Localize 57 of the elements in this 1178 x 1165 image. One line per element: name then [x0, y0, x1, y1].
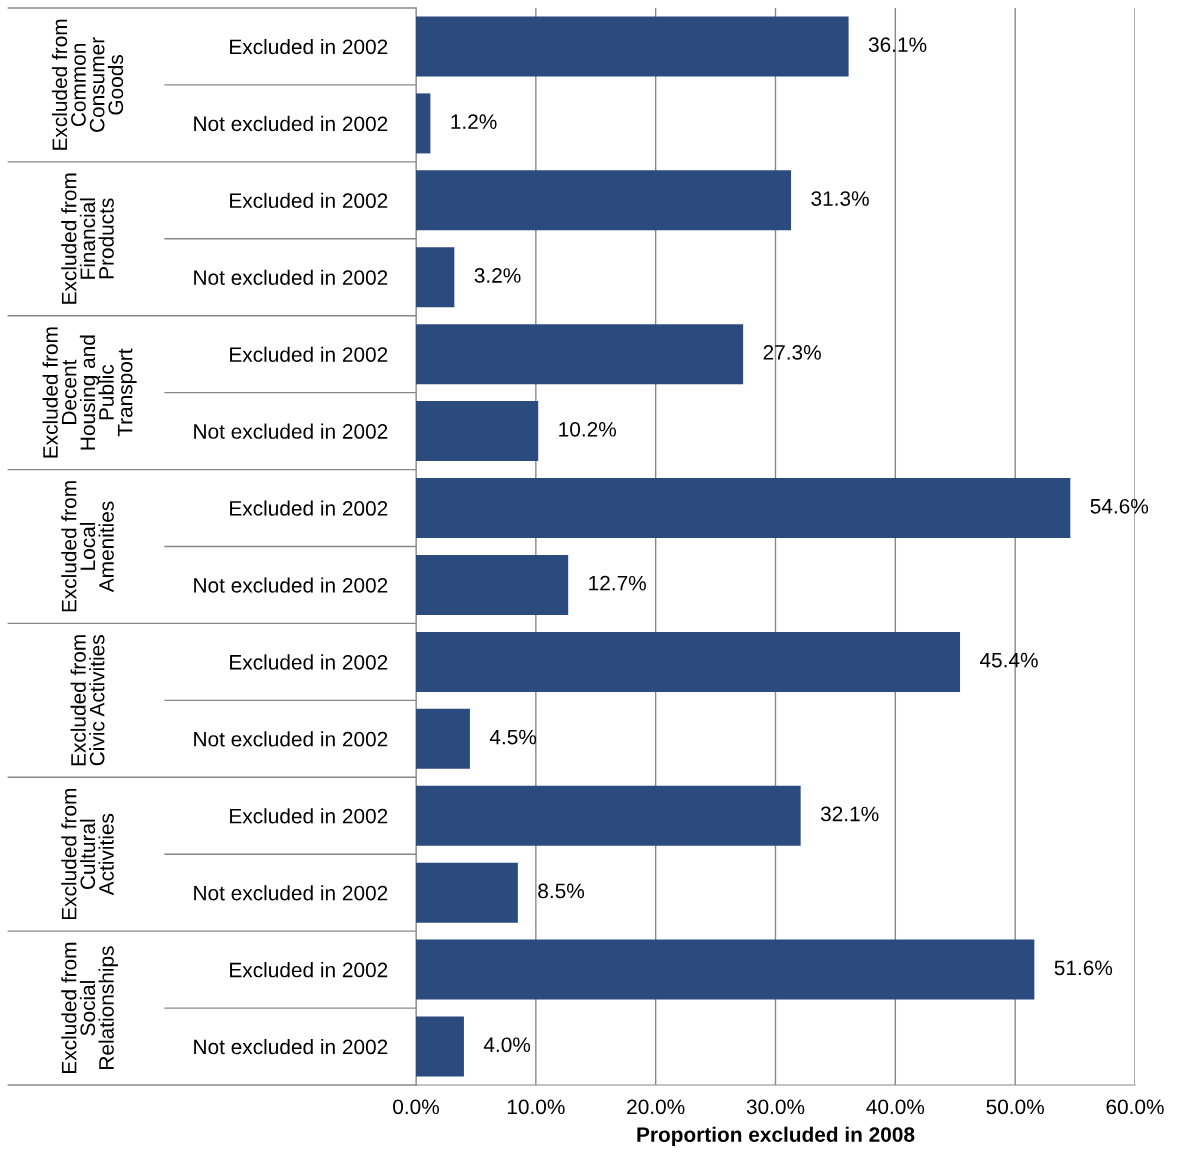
data-label: 1.2% [451, 114, 497, 129]
text: Excluded from Cultural Activities [61, 789, 114, 920]
text: Excluded from Local Amenities [61, 481, 114, 612]
y-tick-label: Excluded in 2002 [230, 808, 388, 824]
y-tick-label: Excluded in 2002 [230, 346, 388, 362]
y-tick-label: Excluded in 2002 [230, 500, 388, 516]
text: Excluded from Civic Activities [70, 635, 105, 766]
data-label: 54.6% [1090, 498, 1149, 514]
y-tick-label: Not excluded in 2002 [194, 731, 388, 747]
x-tick-label: 30.0% [746, 1099, 805, 1115]
bar [416, 401, 539, 462]
x-tick-label: 0.0% [393, 1099, 439, 1115]
data-label: 3.2% [474, 268, 521, 283]
x-tick-label: 50.0% [986, 1099, 1044, 1115]
bar [416, 170, 792, 231]
bar [416, 708, 470, 769]
data-label: 31.3% [811, 191, 869, 206]
y-tick-label: Not excluded in 2002 [194, 423, 388, 439]
bar [416, 554, 569, 615]
y-tick-label: Not excluded in 2002 [194, 269, 388, 285]
bar [416, 93, 431, 154]
y-tick-label: Excluded in 2002 [230, 962, 388, 978]
data-label: 32.1% [820, 806, 879, 822]
x-tick-label: 10.0% [507, 1099, 565, 1115]
bar [416, 862, 518, 923]
data-label: 10.2% [559, 421, 617, 437]
text: Excluded from Social Relationships [61, 942, 118, 1073]
y-tick-label: Not excluded in 2002 [194, 885, 388, 901]
data-label: 8.5% [538, 883, 585, 899]
y-tick-label: Excluded in 2002 [230, 38, 388, 55]
data-label: 27.3% [763, 345, 821, 360]
data-label: 45.4% [979, 652, 1038, 668]
x-tick-label: 60.0% [1106, 1099, 1164, 1115]
bar [416, 324, 744, 385]
text: Excluded from Common Consumer Goods [51, 19, 124, 150]
x-axis-title: Proportion excluded in 2008 [637, 1126, 915, 1147]
y-tick-label: Excluded in 2002 [230, 192, 388, 209]
data-label: 36.1% [868, 37, 927, 53]
bar [416, 478, 1071, 539]
y-tick-label: Excluded in 2002 [230, 654, 388, 670]
bar [416, 939, 1035, 1000]
bar [416, 247, 455, 308]
bar [416, 16, 849, 77]
y-tick-label: Not excluded in 2002 [194, 115, 388, 132]
bar [416, 785, 801, 846]
bar [416, 631, 961, 692]
data-label: 4.5% [489, 729, 537, 745]
x-tick-label: 40.0% [866, 1099, 925, 1115]
data-label: 51.6% [1054, 960, 1113, 976]
bar [416, 1016, 464, 1077]
x-tick-label: 20.0% [627, 1099, 685, 1115]
data-label: 4.0% [483, 1037, 531, 1053]
y-tick-label: Not excluded in 2002 [194, 1038, 388, 1055]
text: Excluded from Decent Housing and Public Transport [42, 327, 137, 458]
text: Excluded from Financial Products [61, 173, 114, 304]
y-tick-label: Not excluded in 2002 [194, 577, 388, 593]
data-label: 12.7% [589, 575, 646, 591]
